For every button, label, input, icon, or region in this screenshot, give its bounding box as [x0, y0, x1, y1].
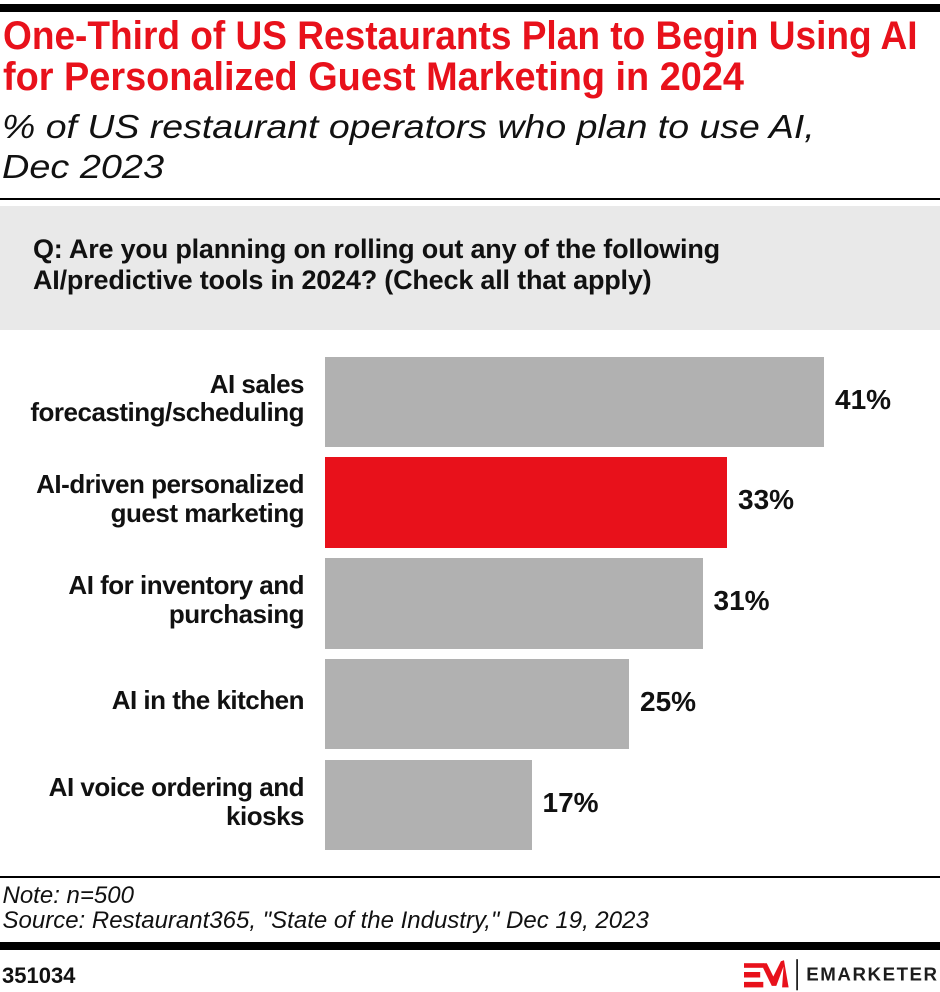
svg-text:EMARKETER: EMARKETER — [806, 964, 938, 985]
